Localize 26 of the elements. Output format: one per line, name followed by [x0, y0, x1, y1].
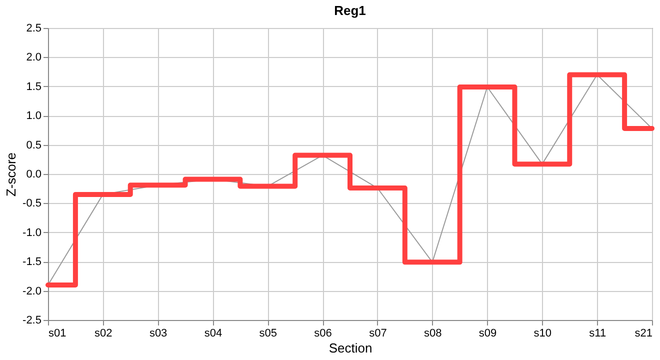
x-tick-label: s04: [204, 328, 222, 340]
chart-title: Reg1: [334, 3, 366, 18]
y-tick-label: 2.0: [26, 52, 42, 64]
y-tick-label: -2.5: [22, 314, 42, 326]
x-tick-label: s03: [149, 328, 168, 340]
x-axis-title: Section: [328, 340, 372, 356]
y-tick-label: 1.0: [26, 110, 42, 122]
x-tick-label: s10: [534, 328, 552, 340]
y-tick-label: -1.0: [22, 226, 42, 239]
x-tick-label: s11: [589, 328, 606, 340]
y-tick-label: 0.5: [26, 139, 42, 152]
y-tick-label: 2.5: [26, 22, 42, 34]
x-tick-label: s01: [48, 328, 66, 340]
x-tick-label: s08: [424, 328, 442, 340]
y-tick-label: -2.0: [22, 285, 42, 298]
x-tick-label: s21: [634, 328, 652, 340]
x-tick-label: s07: [369, 328, 387, 340]
x-tick-label: s09: [478, 328, 497, 340]
x-tick-label: s05: [259, 328, 278, 340]
x-tick-label: s06: [314, 328, 332, 340]
x-tick-label: s02: [94, 328, 112, 340]
y-axis-title: Z-score: [4, 152, 19, 197]
y-tick-label: 0.0: [26, 168, 42, 180]
y-tick-label: -0.5: [22, 198, 42, 210]
y-tick-label: 1.5: [26, 80, 42, 93]
y-tick-label: -1.5: [22, 256, 42, 268]
